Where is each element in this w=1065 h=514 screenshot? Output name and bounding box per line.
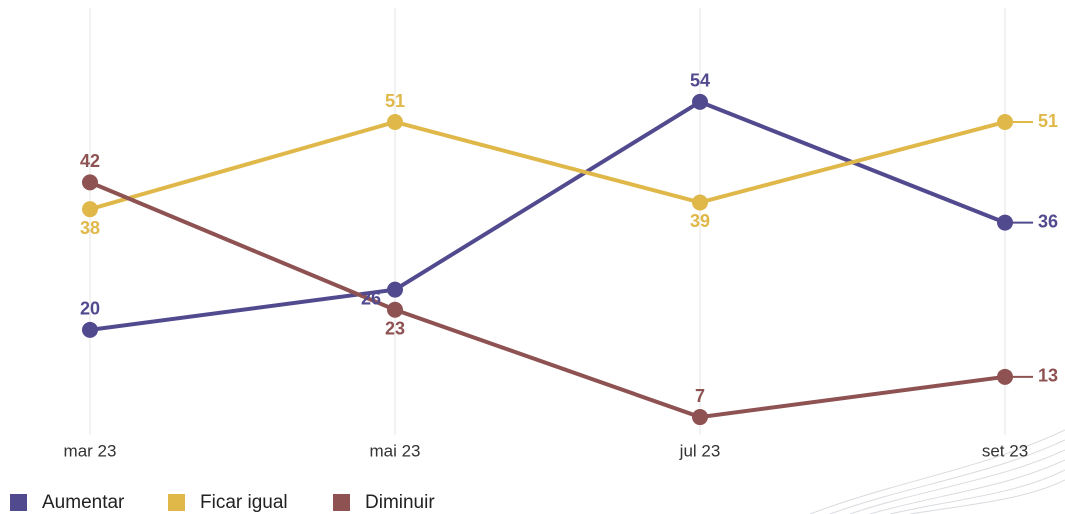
point	[387, 114, 403, 130]
legend-label: Diminuir	[365, 492, 435, 513]
value-label: 39	[690, 211, 710, 231]
line	[89, 180, 1006, 420]
x-tick-label: mai 23	[369, 441, 420, 460]
point	[387, 281, 403, 298]
point	[692, 194, 708, 211]
value-label: 20	[80, 299, 100, 319]
legend-swatch	[168, 494, 185, 511]
point	[997, 114, 1013, 130]
point	[692, 93, 708, 110]
value-label: 54	[690, 71, 710, 91]
x-tick-label: jul 23	[679, 441, 721, 460]
value-label: 51	[1038, 111, 1058, 131]
value-label: 38	[80, 218, 100, 238]
value-label: 26	[361, 288, 381, 308]
line	[89, 99, 1006, 332]
point	[82, 201, 98, 218]
point	[82, 321, 98, 338]
value-label: 42	[80, 151, 100, 171]
value-label: 13	[1038, 366, 1058, 386]
legend-label: Aumentar	[42, 492, 125, 513]
point	[692, 409, 708, 426]
decoration	[809, 429, 1065, 514]
value-label: 51	[385, 91, 405, 111]
legend-swatch	[333, 494, 350, 511]
value-label: 7	[695, 386, 705, 406]
x-tick-label: set 23	[982, 441, 1028, 460]
legend-label: Ficar igual	[200, 492, 288, 513]
point	[997, 368, 1013, 385]
point	[82, 174, 98, 191]
value-label: 23	[385, 319, 405, 339]
point	[997, 214, 1013, 231]
x-tick-label: mar 23	[64, 441, 117, 460]
value-label: 36	[1038, 211, 1058, 231]
legend-swatch	[10, 494, 27, 511]
line	[89, 119, 1006, 212]
point	[387, 301, 403, 318]
